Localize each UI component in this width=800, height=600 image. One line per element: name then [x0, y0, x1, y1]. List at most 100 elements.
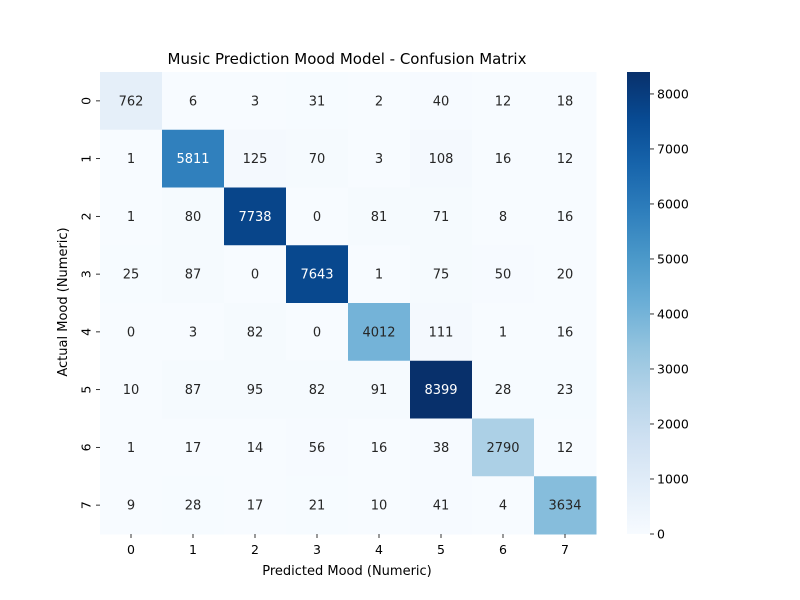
cell-value-label: 4012 [362, 325, 395, 340]
heatmap-cell [286, 418, 349, 477]
heatmap-cell [348, 418, 411, 477]
heatmap-cell [162, 187, 225, 246]
cell-value-label: 50 [495, 268, 512, 283]
heatmap-cell [472, 187, 535, 246]
heatmap-cell [410, 245, 473, 304]
heatmap-cell [286, 303, 349, 362]
y-tick-label: 2 [79, 212, 94, 220]
heatmap-cell [472, 72, 535, 131]
heatmap-cell [286, 187, 349, 246]
cell-value-label: 95 [247, 383, 264, 398]
x-tick-label: 6 [499, 542, 507, 557]
cell-value-label: 16 [495, 152, 512, 167]
y-axis-ticks: 0 1 2 3 4 5 6 7 [79, 97, 100, 509]
heatmap-cell [286, 245, 349, 304]
cell-value-label: 82 [247, 325, 264, 340]
cell-value-label: 16 [371, 441, 388, 456]
heatmap-cell [534, 418, 597, 477]
colorbar: 0 1000 2000 3000 4000 5000 6000 7000 8000 [627, 72, 689, 542]
cell-value-label: 0 [313, 210, 321, 225]
cell-value-label: 71 [433, 210, 450, 225]
colorbar-tick-label: 5000 [657, 251, 689, 266]
cell-value-label: 23 [557, 383, 574, 398]
cell-value-label: 41 [433, 499, 450, 514]
cell-value-label: 80 [185, 210, 202, 225]
heatmap-cell [224, 245, 287, 304]
heatmap-cell [100, 245, 163, 304]
x-axis-label: Predicted Mood (Numeric) [262, 564, 432, 579]
cell-value-label: 17 [247, 499, 264, 514]
cell-value-label: 0 [313, 325, 321, 340]
heatmap-cell [224, 476, 287, 535]
heatmap-cell [534, 476, 597, 535]
cell-value-label: 91 [371, 383, 388, 398]
cell-value-label: 0 [127, 325, 135, 340]
cell-value-label: 25 [123, 268, 140, 283]
cell-value-label: 40 [433, 94, 450, 109]
cell-value-label: 16 [557, 325, 574, 340]
cell-value-label: 1 [127, 441, 135, 456]
heatmap-cell [472, 476, 535, 535]
cell-value-label: 0 [251, 268, 259, 283]
cell-value-label: 2 [375, 94, 383, 109]
heatmap-cell [348, 129, 411, 188]
y-tick-label: 4 [79, 328, 94, 336]
heatmap-cell [100, 418, 163, 477]
heatmap-cell [286, 360, 349, 419]
x-tick-label: 5 [437, 542, 445, 557]
cell-value-label: 8399 [424, 383, 457, 398]
heatmap-cell [472, 418, 535, 477]
x-tick-label: 1 [189, 542, 197, 557]
heatmap-cell [348, 476, 411, 535]
x-axis-ticks: 0 1 2 3 4 5 6 7 [127, 534, 569, 557]
cell-value-label: 56 [309, 441, 326, 456]
heatmap-cell [162, 360, 225, 419]
cell-value-label: 21 [309, 499, 326, 514]
heatmap-cell [348, 360, 411, 419]
heatmap-cell [410, 187, 473, 246]
y-tick-label: 0 [79, 97, 94, 105]
cell-value-label: 20 [557, 268, 574, 283]
cell-value-label: 17 [185, 441, 202, 456]
colorbar-tick-label: 6000 [657, 196, 689, 211]
cell-value-label: 3 [375, 152, 383, 167]
heatmap-cell [534, 129, 597, 188]
cell-value-label: 1 [127, 210, 135, 225]
heatmap-cell [472, 360, 535, 419]
heatmap-cell [224, 72, 287, 131]
heatmap-cell [410, 72, 473, 131]
heatmap-cell [410, 129, 473, 188]
heatmap-cell [348, 303, 411, 362]
cell-value-label: 16 [557, 210, 574, 225]
colorbar-tick-label: 7000 [657, 141, 689, 156]
y-axis-label: Actual Mood (Numeric) [56, 227, 71, 376]
cell-value-label: 75 [433, 268, 450, 283]
cell-value-label: 8 [499, 210, 507, 225]
heatmap-cell [100, 360, 163, 419]
heatmap-cell [410, 360, 473, 419]
cell-value-label: 4 [499, 499, 507, 514]
heatmap-cell [100, 303, 163, 362]
heatmap-cell [162, 72, 225, 131]
heatmap-cell [410, 303, 473, 362]
y-tick-label: 1 [79, 155, 94, 163]
heatmap-cell [224, 418, 287, 477]
x-tick-label: 0 [127, 542, 135, 557]
cell-value-label: 14 [247, 441, 264, 456]
heatmap-cell [534, 360, 597, 419]
cell-value-label: 10 [123, 383, 140, 398]
cell-value-label: 6 [189, 94, 197, 109]
chart-title: Music Prediction Mood Model - Confusion … [168, 50, 527, 68]
heatmap-cell [162, 245, 225, 304]
heatmap-cell [472, 129, 535, 188]
cell-value-label: 1 [499, 325, 507, 340]
heatmap-cell [100, 129, 163, 188]
cell-value-label: 70 [309, 152, 326, 167]
colorbar-gradient [627, 72, 650, 534]
heatmap-cell [534, 245, 597, 304]
colorbar-tick-label: 3000 [657, 361, 689, 376]
heatmap-cell [224, 129, 287, 188]
cell-value-label: 762 [119, 94, 144, 109]
heatmap-cell [100, 476, 163, 535]
